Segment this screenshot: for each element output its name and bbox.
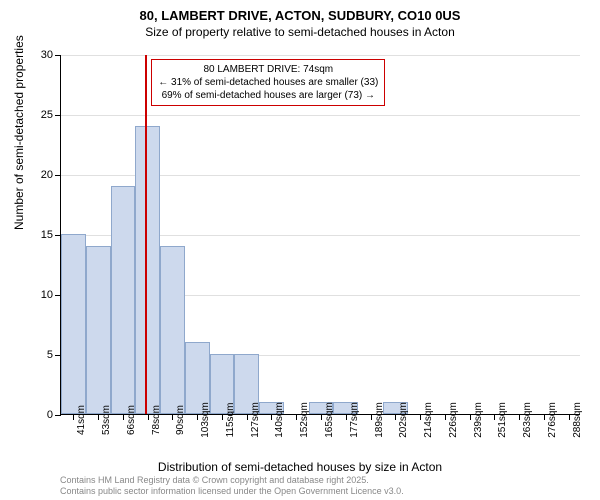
x-tick [445,414,446,420]
x-tick [494,414,495,420]
histogram-bar [86,246,111,414]
x-tick [296,414,297,420]
x-tick-label: 214sqm [423,402,434,438]
y-tick-label: 0 [47,409,53,421]
histogram-bar [160,246,185,414]
footer-line2: Contains public sector information licen… [60,486,404,497]
y-tick [55,115,61,116]
annotation-line1: 80 LAMBERT DRIVE: 74sqm [158,63,378,76]
histogram-bar [135,126,160,414]
y-tick-label: 10 [41,289,53,301]
x-tick [247,414,248,420]
y-tick-label: 25 [41,109,53,121]
x-tick [346,414,347,420]
x-tick [73,414,74,420]
chart-subtitle: Size of property relative to semi-detach… [0,23,600,39]
x-tick-label: 263sqm [522,402,533,438]
x-tick-label: 140sqm [274,402,285,438]
x-tick [395,414,396,420]
x-tick-label: 177sqm [349,402,360,438]
property-marker-line [145,55,147,414]
x-axis-title: Distribution of semi-detached houses by … [0,460,600,474]
x-tick [470,414,471,420]
y-tick-label: 15 [41,229,53,241]
y-tick-label: 5 [47,349,53,361]
y-axis-title: Number of semi-detached properties [12,35,26,230]
x-tick [271,414,272,420]
x-tick-label: 239sqm [473,402,484,438]
y-tick-label: 20 [41,169,53,181]
annotation-box: 80 LAMBERT DRIVE: 74sqm← 31% of semi-det… [151,59,385,106]
x-tick [519,414,520,420]
y-tick [55,55,61,56]
histogram-bar [61,234,86,414]
histogram-bar [111,186,136,414]
footer-attribution: Contains HM Land Registry data © Crown c… [60,475,404,497]
y-tick-label: 30 [41,49,53,61]
x-tick [172,414,173,420]
x-tick [371,414,372,420]
x-tick [222,414,223,420]
x-tick [148,414,149,420]
x-tick [544,414,545,420]
x-tick [321,414,322,420]
gridline [61,55,580,56]
chart-title: 80, LAMBERT DRIVE, ACTON, SUDBURY, CO10 … [0,0,600,23]
x-tick [98,414,99,420]
x-tick [420,414,421,420]
gridline [61,115,580,116]
y-tick [55,175,61,176]
y-tick [55,415,61,416]
plot-area: 05101520253041sqm53sqm66sqm78sqm90sqm103… [60,55,580,415]
x-tick-label: 202sqm [398,402,409,438]
x-tick-label: 251sqm [497,402,508,438]
x-tick [197,414,198,420]
annotation-line3: 69% of semi-detached houses are larger (… [158,89,378,102]
x-tick [569,414,570,420]
x-tick-label: 276sqm [547,402,558,438]
x-tick-label: 288sqm [572,402,583,438]
annotation-line2: ← 31% of semi-detached houses are smalle… [158,76,378,89]
footer-line1: Contains HM Land Registry data © Crown c… [60,475,404,486]
x-tick-label: 226sqm [448,402,459,438]
x-tick [123,414,124,420]
